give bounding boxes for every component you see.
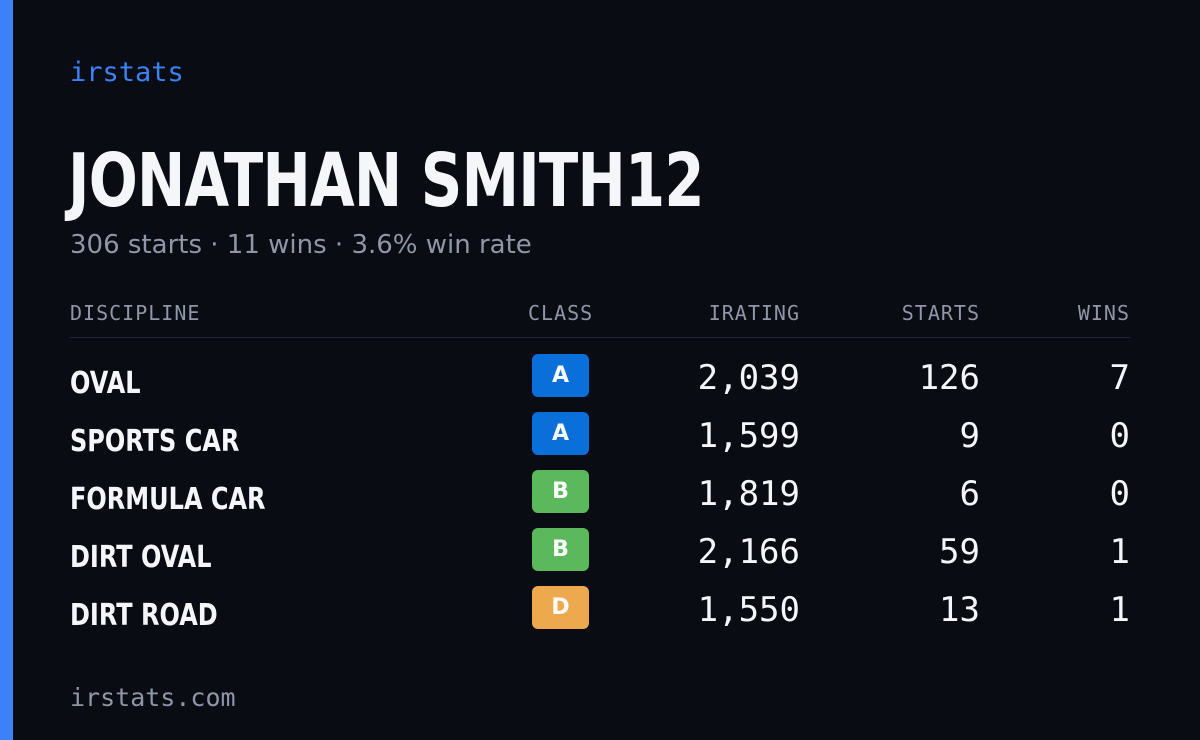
irating-value: 2,039 [697,358,800,398]
header-wins: WINS [1077,301,1130,325]
irating-value: 2,166 [697,532,800,572]
irating-value: 1,819 [697,474,800,514]
header-starts: STARTS [901,301,980,325]
driver-summary: 306 starts · 11 wins · 3.6% win rate [70,230,532,260]
wins-value: 0 [1109,416,1130,456]
header-class: CLASS [528,301,594,325]
class-badge: D [532,586,589,629]
accent-bar [0,0,13,740]
table-row: OVAL A 2,039 126 7 [70,350,1130,408]
header-irating: IRATING [708,301,800,325]
brand-logo-text[interactable]: irstats [70,57,184,88]
irating-value: 1,550 [697,590,800,630]
class-badge: B [532,470,589,513]
wins-value: 7 [1109,358,1130,398]
class-badge: A [532,354,589,397]
header-discipline: DISCIPLINE [70,301,201,325]
table-row: SPORTS CAR A 1,599 9 0 [70,408,1130,466]
wins-value: 1 [1109,590,1130,630]
starts-value: 6 [959,474,980,514]
driver-name: JONATHAN SMITH12 [68,138,705,224]
table-row: FORMULA CAR B 1,819 6 0 [70,466,1130,524]
discipline-name: SPORTS CAR [70,424,240,459]
table-row: DIRT ROAD D 1,550 13 1 [70,582,1130,640]
wins-value: 0 [1109,474,1130,514]
wins-value: 1 [1109,532,1130,572]
irating-value: 1,599 [697,416,800,456]
class-badge: B [532,528,589,571]
footer-url[interactable]: irstats.com [70,683,236,712]
starts-value: 13 [939,590,980,630]
table-row: DIRT OVAL B 2,166 59 1 [70,524,1130,582]
discipline-name: FORMULA CAR [70,482,266,517]
stats-table-body: OVAL A 2,039 126 7 SPORTS CAR A 1,599 9 … [70,350,1130,640]
starts-value: 126 [918,358,980,398]
starts-value: 59 [939,532,980,572]
stats-table-header: DISCIPLINE CLASS IRATING STARTS WINS [70,300,1130,338]
starts-value: 9 [959,416,980,456]
class-badge: A [532,412,589,455]
discipline-name: OVAL [70,366,141,401]
discipline-name: DIRT ROAD [70,598,218,633]
discipline-name: DIRT OVAL [70,540,212,575]
